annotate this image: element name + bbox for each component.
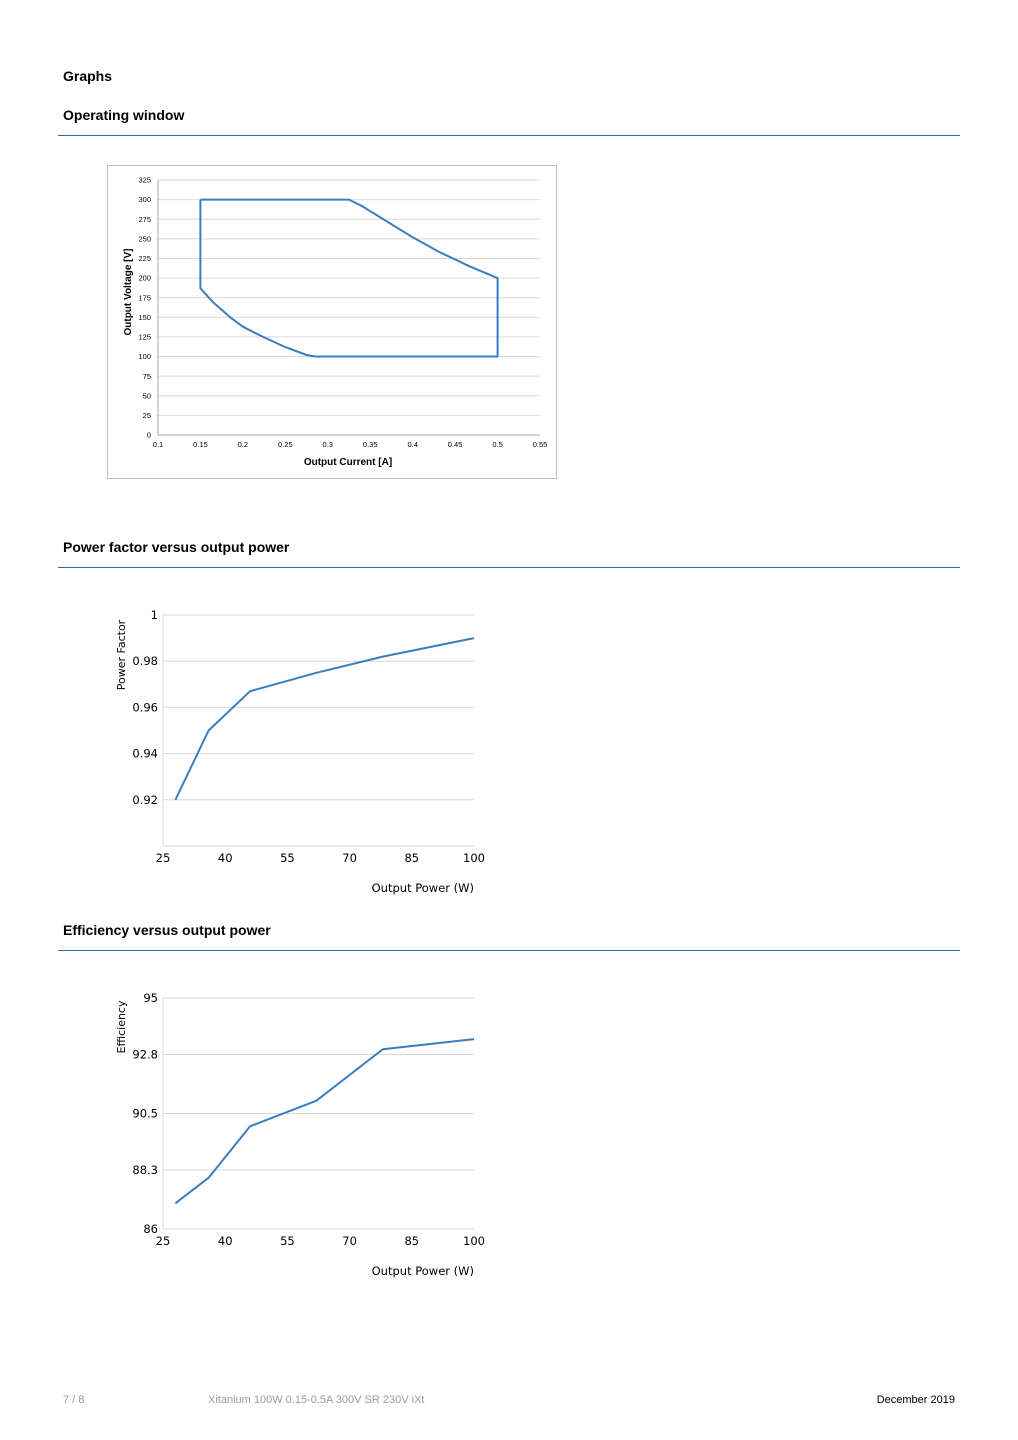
x-tick-label: 0.3 xyxy=(323,440,333,449)
y-tick-label: 25 xyxy=(143,411,151,420)
x-tick-label: 25 xyxy=(156,851,171,865)
y-tick-label: 200 xyxy=(138,274,151,283)
x-tick-label: 0.55 xyxy=(533,440,548,449)
y-tick-label: 86 xyxy=(143,1222,158,1236)
x-tick-label: 0.25 xyxy=(278,440,293,449)
section-divider xyxy=(58,135,960,136)
x-tick-label: 70 xyxy=(342,851,357,865)
x-tick-label: 40 xyxy=(218,851,233,865)
x-tick-label: 0.45 xyxy=(448,440,463,449)
section-title-operating-window: Operating window xyxy=(63,107,185,123)
x-tick-label: 55 xyxy=(280,851,295,865)
x-tick-label: 0.15 xyxy=(193,440,208,449)
y-tick-label: 0.96 xyxy=(132,700,158,714)
section-title-efficiency: Efficiency versus output power xyxy=(63,922,271,938)
y-tick-label: 92.8 xyxy=(132,1047,158,1061)
x-tick-label: 0.1 xyxy=(153,440,163,449)
x-tick-label: 0.2 xyxy=(238,440,248,449)
series-line xyxy=(174,1038,475,1205)
x-tick-label: 100 xyxy=(463,851,485,865)
series-line xyxy=(199,198,499,358)
y-tick-label: 175 xyxy=(138,293,151,302)
footer-date: December 2019 xyxy=(876,1394,955,1406)
operating-window-chart: 0 25 50 75 100 125 150 175 200 225 250 275 300 325 0.1… xyxy=(107,165,557,479)
y-tick-label: 90.5 xyxy=(132,1107,158,1121)
x-tick-label: 55 xyxy=(280,1234,295,1248)
y-tick-label: 0.98 xyxy=(132,654,158,668)
x-axis-label: Output Power (W) xyxy=(372,1264,474,1278)
y-tick-label: 0.94 xyxy=(132,747,158,761)
y-tick-label: 325 xyxy=(138,176,151,185)
x-tick-label: 0.5 xyxy=(492,440,502,449)
section-divider xyxy=(58,950,960,951)
x-tick-label: 70 xyxy=(342,1234,357,1248)
x-tick-label: 85 xyxy=(404,851,419,865)
y-tick-label: 300 xyxy=(138,195,151,204)
y-tick-label: 125 xyxy=(138,333,151,342)
y-tick-label: 0 xyxy=(147,431,151,440)
y-axis-label: Power Factor xyxy=(115,619,128,690)
chart-frame xyxy=(107,165,557,479)
x-axis-label: Output Power (W) xyxy=(372,881,474,895)
x-tick-label: 25 xyxy=(156,1234,171,1248)
y-tick-label: 75 xyxy=(143,372,151,381)
x-tick-label: 40 xyxy=(218,1234,233,1248)
x-tick-label: 0.35 xyxy=(363,440,378,449)
y-tick-label: 150 xyxy=(138,313,151,322)
y-tick-label: 100 xyxy=(138,352,151,361)
y-axis-label: Output Voltage [V] xyxy=(123,248,134,335)
x-tick-label: 100 xyxy=(463,1234,485,1248)
x-axis-label: Output Current [A] xyxy=(304,457,392,468)
efficiency-chart: 86 88.3 90.5 92.8 95 25 40 55 70 85 100 Output Pow… xyxy=(115,991,485,1278)
page-heading: Graphs xyxy=(63,68,113,84)
series-line xyxy=(174,637,475,801)
x-tick-label: 85 xyxy=(404,1234,419,1248)
y-tick-label: 275 xyxy=(138,215,151,224)
y-tick-label: 250 xyxy=(138,234,151,243)
y-tick-label: 225 xyxy=(138,254,151,263)
y-tick-label: 95 xyxy=(143,991,158,1005)
section-title-power-factor: Power factor versus output power xyxy=(63,539,290,555)
y-tick-label: 50 xyxy=(143,391,151,400)
x-tick-label: 0.4 xyxy=(407,440,417,449)
y-axis-label: Efficiency xyxy=(115,1000,128,1053)
y-tick-label: 1 xyxy=(151,608,158,622)
product-name: Xitanium 100W 0.15-0.5A 300V SR 230V iXt xyxy=(208,1394,425,1406)
page-number: 7 / 8 xyxy=(63,1394,85,1406)
power-factor-chart: 0.92 0.94 0.96 0.98 1 25 40 55 70 85 100 Output Po… xyxy=(115,608,485,895)
y-tick-label: 0.92 xyxy=(132,793,158,807)
y-tick-label: 88.3 xyxy=(132,1163,158,1177)
section-divider xyxy=(58,567,960,568)
